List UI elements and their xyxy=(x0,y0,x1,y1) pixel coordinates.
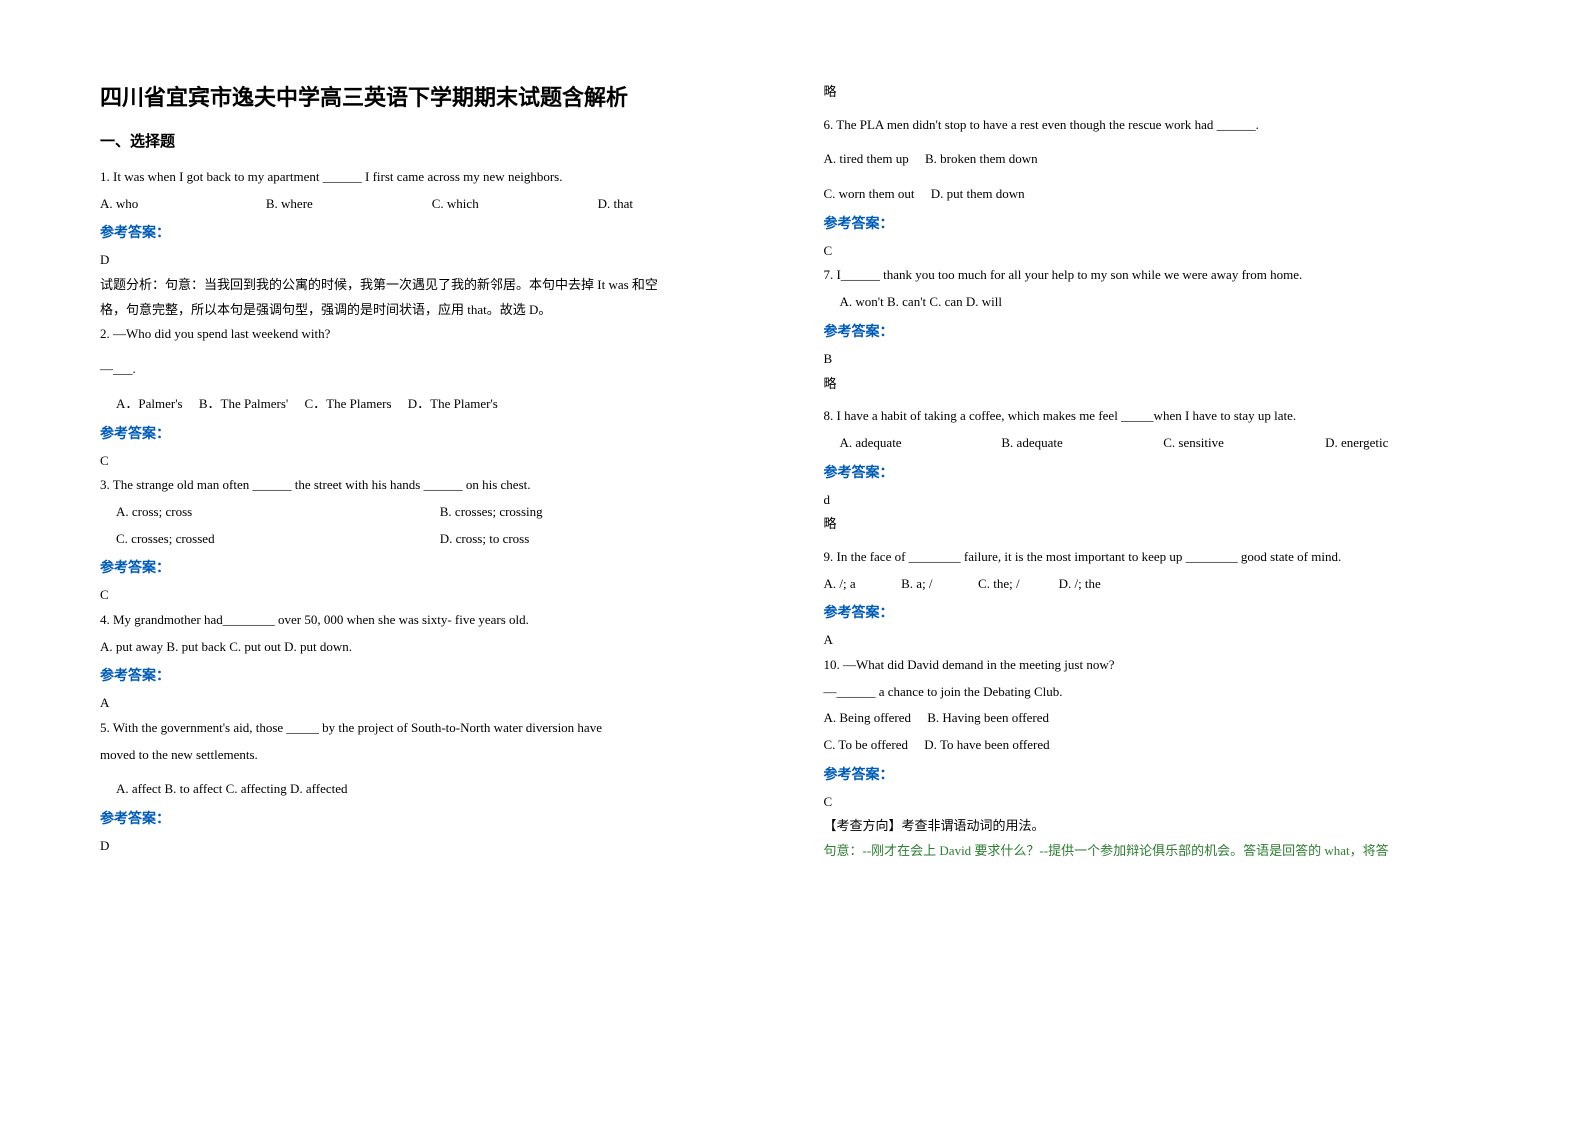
q6-opt-a: A. tired them up xyxy=(824,151,909,166)
q2-opt-b: B．The Palmers' xyxy=(199,396,288,411)
q5-text-2: moved to the new settlements. xyxy=(100,743,764,768)
q9-options: A. /; a B. a; / C. the; / D. /; the xyxy=(824,572,1488,597)
q10-options-row2: C. To be offered D. To have been offered xyxy=(824,733,1488,758)
q1-opt-b: B. where xyxy=(266,192,432,217)
q10-answer-label: 参考答案： xyxy=(824,764,1488,784)
q7-options: A. won't B. can't C. can D. will xyxy=(824,290,1488,315)
q5-text-1: 5. With the government's aid, those ____… xyxy=(100,716,764,741)
q6-opt-d: D. put them down xyxy=(931,186,1025,201)
q7-answer: B xyxy=(824,347,1488,372)
q8-opt-c: C. sensitive xyxy=(1163,431,1325,456)
q1-options: A. who B. where C. which D. that xyxy=(100,192,764,217)
q5-answer-label: 参考答案： xyxy=(100,808,764,828)
q3-text: 3. The strange old man often ______ the … xyxy=(100,473,764,498)
q1-answer: D xyxy=(100,248,764,273)
q6-text: 6. The PLA men didn't stop to have a res… xyxy=(824,113,1488,138)
q6-opt-c: C. worn them out xyxy=(824,186,915,201)
q3-answer: C xyxy=(100,583,764,608)
q9-answer-label: 参考答案： xyxy=(824,602,1488,622)
q2-opt-d: D．The Plamer's xyxy=(408,396,498,411)
q2-answer: C xyxy=(100,449,764,474)
two-column-layout: 四川省宜宾市逸夫中学高三英语下学期期末试题含解析 一、选择题 1. It was… xyxy=(100,80,1487,1042)
q9-answer: A xyxy=(824,628,1488,653)
q8-options: A. adequate B. adequate C. sensitive D. … xyxy=(824,431,1488,456)
q2-options: A．Palmer's B．The Palmers' C．The Plamers … xyxy=(100,392,764,417)
q10-opt-c: C. To be offered xyxy=(824,737,909,752)
q10-explain-1: 【考查方向】考查非谓语动词的用法。 xyxy=(824,814,1488,839)
q8-answer-label: 参考答案： xyxy=(824,462,1488,482)
q8-opt-b: B. adequate xyxy=(1001,431,1163,456)
q10-text-2: —______ a chance to join the Debating Cl… xyxy=(824,680,1488,705)
q1-explain-1: 试题分析：句意：当我回到我的公寓的时候，我第一次遇见了我的新邻居。本句中去掉 I… xyxy=(100,273,764,298)
q7-lue: 略 xyxy=(824,372,1488,397)
q10-opt-d: D. To have been offered xyxy=(924,737,1049,752)
q8-opt-d: D. energetic xyxy=(1325,431,1487,456)
q2-opt-c: C．The Plamers xyxy=(304,396,391,411)
q6-answer-label: 参考答案： xyxy=(824,213,1488,233)
q2-dash: —___. xyxy=(100,357,764,382)
q10-explain-2: 句意：--刚才在会上 David 要求什么？--提供一个参加辩论俱乐部的机会。答… xyxy=(824,839,1488,864)
q9-text: 9. In the face of ________ failure, it i… xyxy=(824,545,1488,570)
q10-text-1: 10. —What did David demand in the meetin… xyxy=(824,653,1488,678)
section-heading: 一、选择题 xyxy=(100,130,764,151)
q2-opt-a: A．Palmer's xyxy=(116,396,183,411)
q1-explain-2: 格，句意完整，所以本句是强调句型，强调的是时间状语，应用 that。故选 D。 xyxy=(100,298,764,323)
q1-answer-label: 参考答案： xyxy=(100,222,764,242)
q3-opt-c: C. crosses; crossed xyxy=(116,527,440,552)
left-column: 四川省宜宾市逸夫中学高三英语下学期期末试题含解析 一、选择题 1. It was… xyxy=(100,80,764,1042)
q4-answer-label: 参考答案： xyxy=(100,665,764,685)
q5-lue: 略 xyxy=(824,80,1488,105)
q6-options-row2: C. worn them out D. put them down xyxy=(824,182,1488,207)
q4-text: 4. My grandmother had________ over 50, 0… xyxy=(100,608,764,633)
q3-options-row1: A. cross; cross B. crosses; crossing xyxy=(100,500,764,525)
page-title: 四川省宜宾市逸夫中学高三英语下学期期末试题含解析 xyxy=(100,80,764,112)
q3-answer-label: 参考答案： xyxy=(100,557,764,577)
q3-opt-a: A. cross; cross xyxy=(116,500,440,525)
q7-text: 7. I______ thank you too much for all yo… xyxy=(824,263,1488,288)
q8-answer: d xyxy=(824,488,1488,513)
right-column: 略 6. The PLA men didn't stop to have a r… xyxy=(824,80,1488,1042)
q8-lue: 略 xyxy=(824,512,1488,537)
q2-answer-label: 参考答案： xyxy=(100,423,764,443)
q6-options-row1: A. tired them up B. broken them down xyxy=(824,147,1488,172)
q1-opt-d: D. that xyxy=(598,192,764,217)
q4-options: A. put away B. put back C. put out D. pu… xyxy=(100,635,764,660)
q10-options-row1: A. Being offered B. Having been offered xyxy=(824,706,1488,731)
q8-text: 8. I have a habit of taking a coffee, wh… xyxy=(824,404,1488,429)
q1-opt-a: A. who xyxy=(100,192,266,217)
q10-opt-a: A. Being offered xyxy=(824,710,911,725)
q6-answer: C xyxy=(824,239,1488,264)
q3-options-row2: C. crosses; crossed D. cross; to cross xyxy=(100,527,764,552)
q2-text: 2. —Who did you spend last weekend with? xyxy=(100,322,764,347)
q10-answer: C xyxy=(824,790,1488,815)
q5-options: A. affect B. to affect C. affecting D. a… xyxy=(100,777,764,802)
q8-opt-a: A. adequate xyxy=(840,431,1002,456)
q10-opt-b: B. Having been offered xyxy=(927,710,1049,725)
q7-answer-label: 参考答案： xyxy=(824,321,1488,341)
q4-answer: A xyxy=(100,691,764,716)
q1-text: 1. It was when I got back to my apartmen… xyxy=(100,165,764,190)
q1-opt-c: C. which xyxy=(432,192,598,217)
q5-answer: D xyxy=(100,834,764,859)
q6-opt-b: B. broken them down xyxy=(925,151,1038,166)
q3-opt-b: B. crosses; crossing xyxy=(440,500,764,525)
q3-opt-d: D. cross; to cross xyxy=(440,527,764,552)
